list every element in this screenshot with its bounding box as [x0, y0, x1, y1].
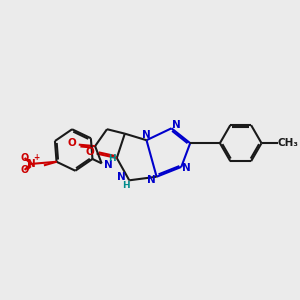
Text: O: O — [68, 138, 76, 148]
Text: N: N — [142, 130, 151, 140]
Text: O: O — [20, 153, 29, 163]
Text: H: H — [108, 154, 116, 164]
Text: CH₃: CH₃ — [278, 138, 299, 148]
Text: N: N — [104, 160, 112, 170]
Text: O: O — [86, 147, 94, 157]
Text: H: H — [122, 181, 130, 190]
Text: N: N — [172, 120, 181, 130]
Text: N: N — [27, 159, 35, 169]
Text: N: N — [182, 164, 191, 173]
Text: N: N — [117, 172, 125, 182]
Text: N: N — [147, 175, 156, 185]
Text: +: + — [33, 154, 39, 163]
Text: O: O — [20, 165, 29, 175]
